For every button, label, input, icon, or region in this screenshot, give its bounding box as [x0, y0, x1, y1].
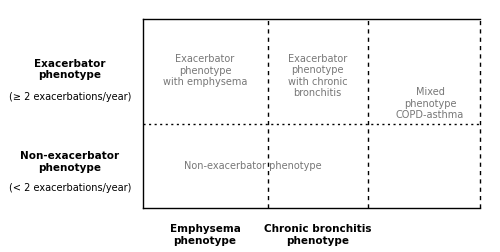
Text: Mixed
phenotype
COPD-asthma: Mixed phenotype COPD-asthma — [396, 87, 464, 120]
Text: Non-exacerbator
phenotype: Non-exacerbator phenotype — [20, 150, 119, 172]
Text: Chronic bronchitis
phenotype: Chronic bronchitis phenotype — [264, 224, 371, 245]
Text: Exacerbator
phenotype
with emphysema: Exacerbator phenotype with emphysema — [163, 54, 247, 87]
Text: Exacerbator
phenotype: Exacerbator phenotype — [34, 58, 106, 80]
Text: Exacerbator
phenotype
with chronic
bronchitis: Exacerbator phenotype with chronic bronc… — [288, 53, 348, 98]
Text: Emphysema
phenotype: Emphysema phenotype — [170, 224, 240, 245]
Text: (≥ 2 exacerbations/year): (≥ 2 exacerbations/year) — [9, 92, 131, 102]
Text: Non-exacerbator phenotype: Non-exacerbator phenotype — [184, 160, 322, 170]
Text: (< 2 exacerbations/year): (< 2 exacerbations/year) — [9, 183, 131, 193]
